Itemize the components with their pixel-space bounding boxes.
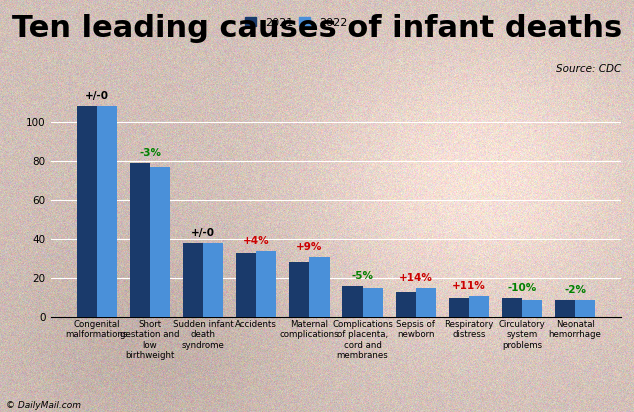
Bar [150, 166, 170, 317]
Bar [183, 243, 203, 317]
Bar [309, 257, 330, 317]
Text: +9%: +9% [296, 242, 323, 252]
Bar [363, 288, 383, 317]
Bar [130, 163, 150, 317]
Bar [77, 106, 97, 317]
Text: -3%: -3% [139, 148, 161, 158]
Bar [396, 292, 416, 317]
Bar [97, 106, 117, 317]
Legend: 2021, 2022: 2021, 2022 [240, 13, 352, 32]
Text: -5%: -5% [352, 271, 373, 281]
Bar [502, 297, 522, 317]
Text: -2%: -2% [564, 285, 586, 295]
Bar [416, 288, 436, 317]
Text: +4%: +4% [243, 236, 269, 246]
Text: +/-0: +/-0 [85, 91, 109, 101]
Text: Ten leading causes of infant deaths: Ten leading causes of infant deaths [12, 14, 622, 43]
Bar [522, 300, 542, 317]
Bar [575, 300, 595, 317]
Bar [289, 262, 309, 317]
Bar [256, 250, 276, 317]
Text: +/-0: +/-0 [191, 228, 215, 238]
Text: +11%: +11% [452, 281, 486, 291]
Bar [555, 300, 575, 317]
Bar [469, 296, 489, 317]
Text: © DailyMail.com: © DailyMail.com [6, 401, 81, 410]
Text: Source: CDC: Source: CDC [556, 64, 621, 74]
Text: +14%: +14% [399, 273, 432, 283]
Bar [236, 253, 256, 317]
Bar [203, 243, 223, 317]
Bar [342, 286, 363, 317]
Bar [449, 297, 469, 317]
Text: -10%: -10% [507, 283, 536, 293]
